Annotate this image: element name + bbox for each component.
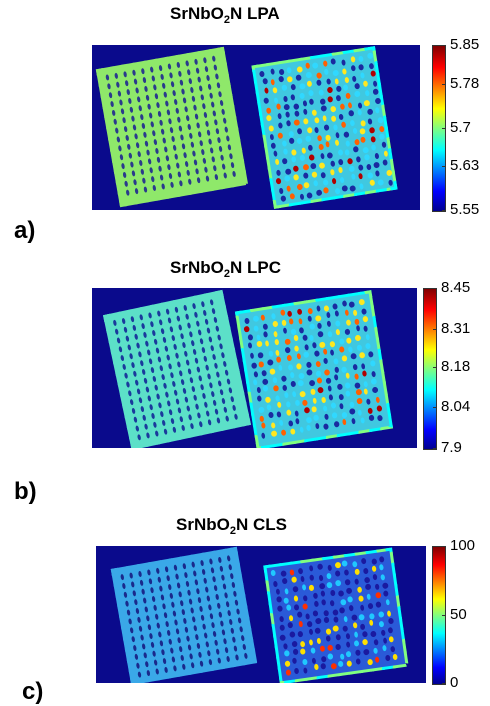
colorbar-tick-label: 5.78 bbox=[450, 74, 480, 92]
colorbar-tick-label: 8.31 bbox=[441, 319, 471, 337]
colorbar-tick-label: 5.7 bbox=[450, 118, 471, 136]
nanocube-distorted bbox=[234, 290, 394, 448]
colorbar-tick-label: 8.04 bbox=[441, 398, 471, 416]
colorbar-tick-mark bbox=[442, 683, 446, 684]
colorbar-tick-mark bbox=[433, 288, 437, 289]
colorbar-tick-label: 8.45 bbox=[441, 279, 471, 296]
heatmap-plot bbox=[96, 546, 426, 683]
colorbar-tick-label: 50 bbox=[450, 605, 467, 623]
nanocube-distorted bbox=[250, 45, 398, 209]
colorbar-tick-mark bbox=[442, 83, 446, 85]
nanocube-ideal bbox=[110, 546, 258, 683]
heatmap-plot bbox=[92, 288, 417, 448]
colorbar-tick-label: 7.9 bbox=[441, 439, 462, 456]
colorbar-tick-label: 8.18 bbox=[441, 357, 471, 375]
panel-title: SrNbO2N LPA bbox=[170, 4, 280, 26]
colorbar-tick-mark bbox=[433, 407, 437, 409]
colorbar-tick-mark bbox=[442, 127, 446, 129]
panel-title: SrNbO2N LPC bbox=[170, 258, 281, 280]
colorbar-tick-label: 5.85 bbox=[450, 36, 480, 53]
heatmap-plot bbox=[92, 45, 420, 210]
nanocube-ideal bbox=[95, 46, 249, 208]
colorbar-tick-mark bbox=[442, 166, 446, 167]
colorbar-tick-mark bbox=[433, 448, 437, 449]
colorbar-tick-label: 5.63 bbox=[450, 157, 480, 174]
colorbar-tick-mark bbox=[442, 614, 446, 616]
colorbar-tick-label: 0 bbox=[450, 674, 459, 691]
colorbar bbox=[423, 288, 437, 450]
panel-label: a) bbox=[14, 217, 36, 244]
colorbar-tick-mark bbox=[442, 45, 446, 46]
nanocube-distorted bbox=[263, 547, 409, 683]
nanocube-ideal bbox=[102, 289, 252, 448]
colorbar-tick-mark bbox=[433, 328, 437, 330]
panel-label: b) bbox=[14, 478, 37, 505]
colorbar-tick-mark bbox=[442, 546, 446, 547]
colorbar-tick-label: 5.55 bbox=[450, 201, 480, 218]
colorbar-tick-label: 100 bbox=[450, 537, 476, 554]
colorbar bbox=[432, 546, 446, 685]
colorbar-tick-mark bbox=[442, 210, 446, 211]
colorbar-tick-mark bbox=[433, 366, 437, 368]
panel-label: c) bbox=[22, 678, 44, 705]
panel-title: SrNbO2N CLS bbox=[176, 515, 287, 537]
colorbar bbox=[432, 45, 446, 212]
